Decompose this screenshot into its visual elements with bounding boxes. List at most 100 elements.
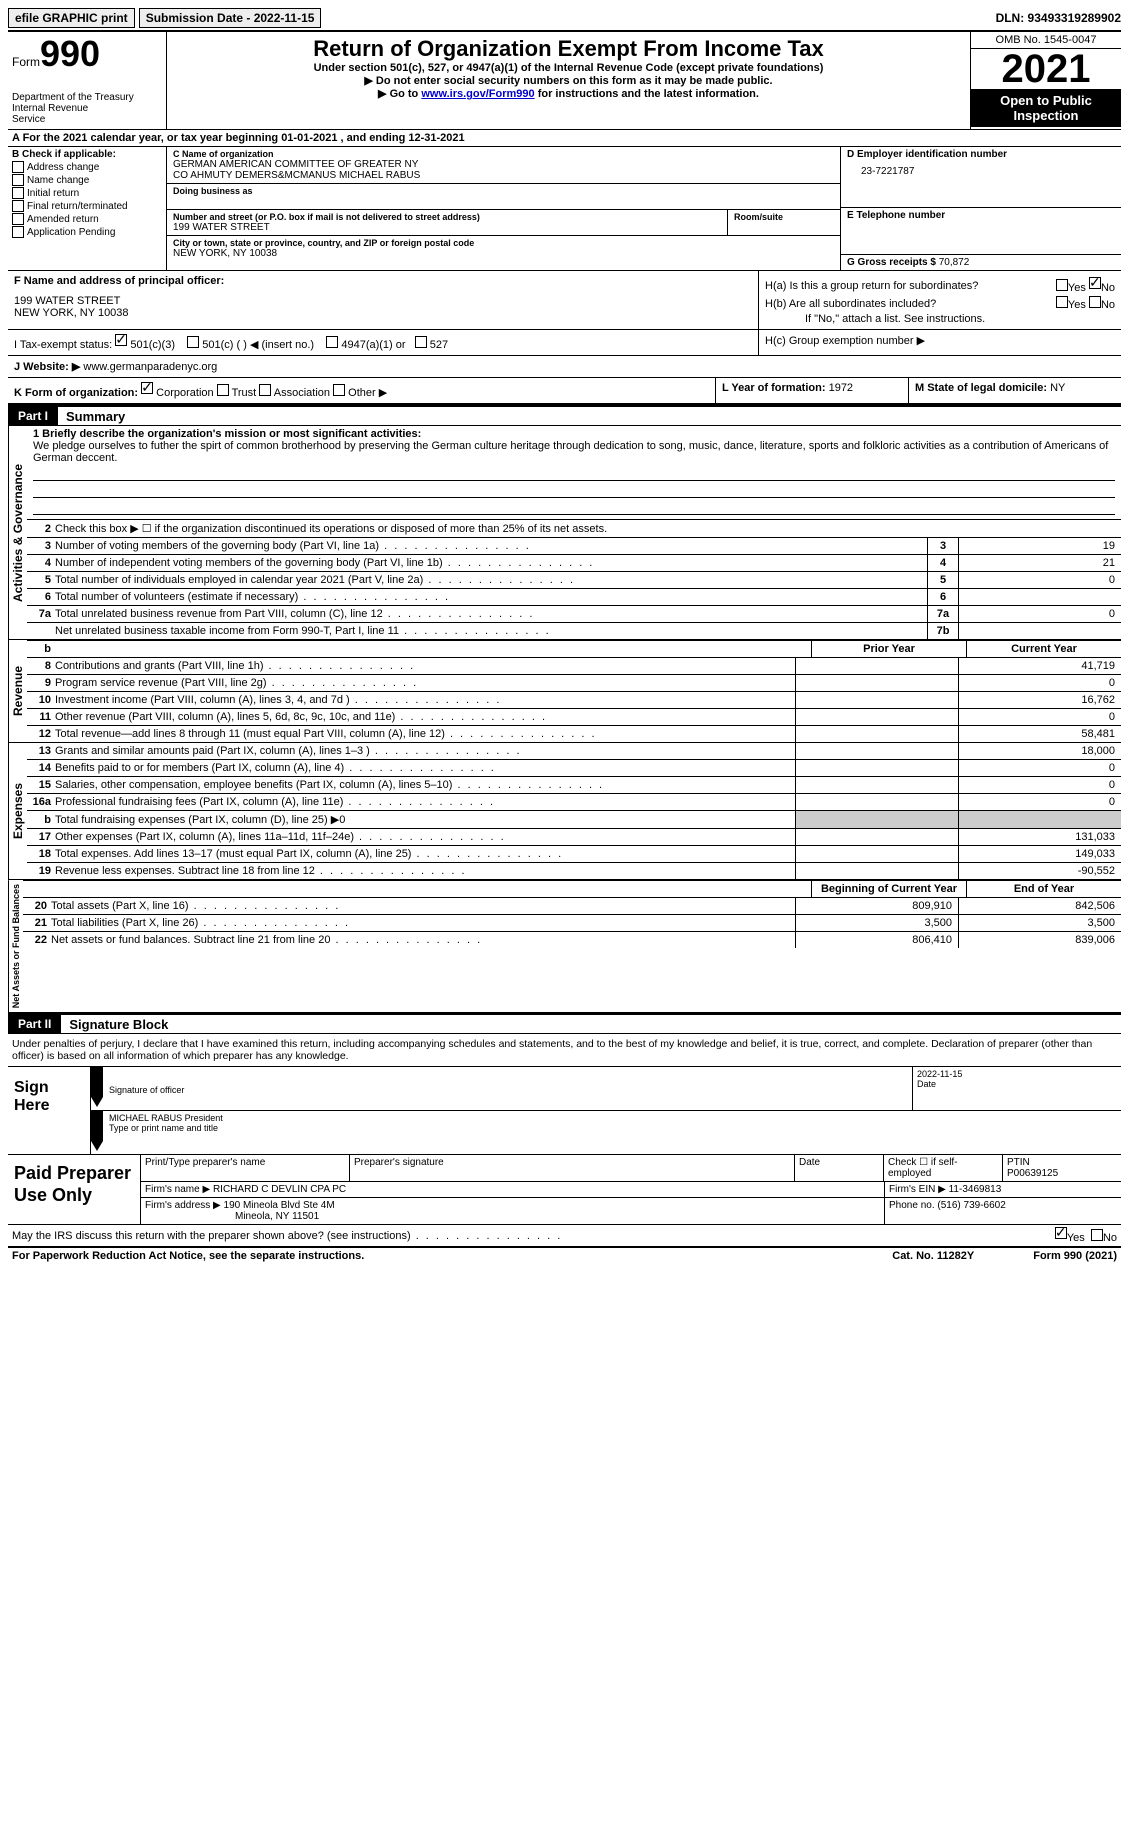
form-footer: Form 990 (2021) (1033, 1250, 1117, 1262)
ln-num: 4 (27, 555, 55, 571)
ha-yes-no: Yes No (1056, 277, 1115, 294)
ln2-num: 2 (27, 521, 55, 537)
ln-num: 3 (27, 538, 55, 554)
i-527: 527 (430, 339, 448, 351)
room-cell: Room/suite (728, 210, 840, 236)
ln-box: 5 (927, 572, 958, 588)
sign-body: Signature of officer 2022-11-15 Date MIC… (91, 1067, 1121, 1154)
city-label: City or town, state or province, country… (173, 238, 834, 248)
ln-text: Total expenses. Add lines 13–17 (must eq… (55, 846, 795, 862)
hb-note: If "No," attach a list. See instructions… (765, 313, 1115, 325)
current-year-head: Current Year (966, 641, 1121, 657)
cb-amended-return[interactable]: Amended return (12, 213, 162, 225)
cb-application-pending[interactable]: Application Pending (12, 226, 162, 238)
i-label: I Tax-exempt status: (14, 339, 112, 351)
ln-text: Total number of individuals employed in … (55, 572, 927, 588)
ln-prior (795, 760, 958, 776)
cb-501c[interactable] (187, 336, 199, 348)
ln-text: Total number of volunteers (estimate if … (55, 589, 927, 605)
cb-501c3[interactable] (115, 334, 127, 346)
ln-num: 5 (27, 572, 55, 588)
prep-sig-cell: Preparer's signature (350, 1155, 795, 1181)
expense-line-14: 14 Benefits paid to or for members (Part… (27, 759, 1121, 776)
firm-ein-cell: Firm's EIN ▶ 11-3469813 (885, 1182, 1121, 1197)
ln-current: 131,033 (958, 829, 1121, 845)
top-bar: efile GRAPHIC print Submission Date - 20… (8, 8, 1121, 28)
prep-line-3: Firm's address ▶ 190 Mineola Blvd Ste 4M… (141, 1198, 1121, 1224)
expense-line-17: 17 Other expenses (Part IX, column (A), … (27, 828, 1121, 845)
col-d-ein: D Employer identification number 23-7221… (840, 147, 1121, 270)
net-label: Net Assets or Fund Balances (8, 880, 23, 1012)
street-cell: Number and street (or P.O. box if mail i… (167, 210, 728, 236)
open-inspection: Open to Public Inspection (971, 89, 1121, 127)
revenue-section: Revenue b Prior Year Current Year 8 Cont… (8, 640, 1121, 743)
row-fh: F Name and address of principal officer:… (8, 270, 1121, 329)
j-website: www.germanparadenyc.org (83, 361, 217, 373)
ln-box: 4 (927, 555, 958, 571)
sig-date-field: 2022-11-15 Date (912, 1067, 1121, 1110)
revenue-label: Revenue (8, 640, 27, 742)
cb-initial-return[interactable]: Initial return (12, 187, 162, 199)
cb-address-change[interactable]: Address change (12, 161, 162, 173)
ln-current: 41,719 (958, 658, 1121, 674)
mission-text: We pledge ourselves to futher the spirt … (33, 440, 1115, 464)
cb-name-change[interactable]: Name change (12, 174, 162, 186)
ln-num: 14 (27, 760, 55, 776)
k-assoc: Association (274, 387, 330, 399)
prep-ptin-cell: PTINP00639125 (1003, 1155, 1121, 1181)
m-label: M State of legal domicile: (915, 382, 1047, 394)
part-i-header: Part I Summary (8, 405, 1121, 426)
final-row: For Paperwork Reduction Act Notice, see … (8, 1248, 1121, 1264)
cb-corp[interactable] (141, 382, 153, 394)
firm-name-cell: Firm's name ▶ RICHARD C DEVLIN CPA PC (141, 1182, 885, 1197)
cb-discuss-yes[interactable] (1055, 1227, 1067, 1239)
expenses-label: Expenses (8, 743, 27, 879)
submission-date-button[interactable]: Submission Date - 2022-11-15 (139, 8, 322, 28)
street-label: Number and street (or P.O. box if mail i… (173, 212, 721, 222)
prep-date-label: Date (799, 1157, 879, 1168)
col-c-org-info: C Name of organization GERMAN AMERICAN C… (167, 147, 840, 270)
ln-val: 21 (958, 555, 1121, 571)
cb-trust[interactable] (217, 384, 229, 396)
efile-print-button[interactable]: efile GRAPHIC print (8, 8, 135, 28)
ln-prior (795, 794, 958, 810)
firm-addr-label: Firm's address ▶ (145, 1200, 221, 1211)
expense-line-15: 15 Salaries, other compensation, employe… (27, 776, 1121, 793)
ln-num: 13 (27, 743, 55, 759)
dept-treasury: Department of the TreasuryInternal Reven… (12, 92, 162, 125)
cb-527[interactable] (415, 336, 427, 348)
part-ii-header: Part II Signature Block (8, 1013, 1121, 1034)
ln-current: 16,762 (958, 692, 1121, 708)
org-name-cell: C Name of organization GERMAN AMERICAN C… (167, 147, 840, 184)
part-ii-tab: Part II (8, 1015, 61, 1033)
ln-num: 20 (23, 898, 51, 914)
ln-num: 12 (27, 726, 55, 742)
expenses-body: 13 Grants and similar amounts paid (Part… (27, 743, 1121, 879)
firm-phone-cell: Phone no. (516) 739-6602 (885, 1198, 1121, 1224)
ln-text: Contributions and grants (Part VIII, lin… (55, 658, 795, 674)
ln-text: Number of voting members of the governin… (55, 538, 927, 554)
row-i-hc: I Tax-exempt status: 501(c)(3) 501(c) ( … (8, 329, 1121, 355)
col-b-checkboxes: B Check if applicable: Address change Na… (8, 147, 167, 270)
summary-line-7b: Net unrelated business taxable income fr… (27, 622, 1121, 639)
net-line-22: 22 Net assets or fund balances. Subtract… (23, 931, 1121, 948)
gross-value: 70,872 (939, 257, 970, 268)
ln-prior (795, 675, 958, 691)
prep-line-2: Firm's name ▶ RICHARD C DEVLIN CPA PC Fi… (141, 1182, 1121, 1198)
cb-other[interactable] (333, 384, 345, 396)
phone-cell: E Telephone number (841, 208, 1121, 255)
cb-assoc[interactable] (259, 384, 271, 396)
ln-val (958, 589, 1121, 605)
ln-num: 11 (27, 709, 55, 725)
irs-link[interactable]: www.irs.gov/Form990 (421, 88, 534, 100)
ln-num: 21 (23, 915, 51, 931)
ln-current: 149,033 (958, 846, 1121, 862)
cb-final-return[interactable]: Final return/terminated (12, 200, 162, 212)
l-val: 1972 (829, 382, 853, 394)
expense-line-b: b Total fundraising expenses (Part IX, c… (27, 810, 1121, 828)
ln-current: 18,000 (958, 743, 1121, 759)
cb-4947[interactable] (326, 336, 338, 348)
dba-label: Doing business as (173, 186, 834, 196)
end-year-head: End of Year (966, 881, 1121, 897)
cb-discuss-no[interactable] (1091, 1229, 1103, 1241)
